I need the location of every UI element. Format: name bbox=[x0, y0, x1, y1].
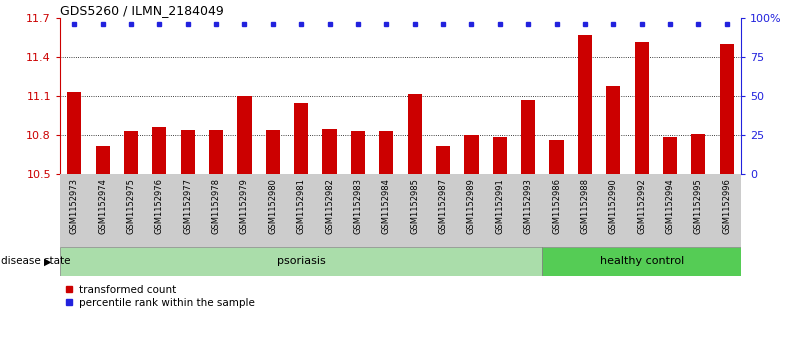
Bar bbox=[67, 92, 82, 174]
Text: GDS5260 / ILMN_2184049: GDS5260 / ILMN_2184049 bbox=[60, 4, 223, 17]
Text: GSM1152985: GSM1152985 bbox=[410, 178, 419, 234]
Text: GSM1152986: GSM1152986 bbox=[552, 178, 561, 234]
Text: GSM1152995: GSM1152995 bbox=[694, 178, 702, 234]
Bar bbox=[351, 131, 365, 174]
Text: GSM1152976: GSM1152976 bbox=[155, 178, 164, 234]
Text: psoriasis: psoriasis bbox=[277, 256, 325, 266]
Text: GSM1152987: GSM1152987 bbox=[439, 178, 448, 234]
Text: healthy control: healthy control bbox=[599, 256, 684, 266]
Text: ▶: ▶ bbox=[44, 256, 52, 266]
Bar bbox=[691, 134, 706, 174]
Bar bbox=[266, 130, 280, 174]
Text: GSM1152974: GSM1152974 bbox=[99, 178, 107, 234]
Bar bbox=[606, 86, 620, 174]
Bar bbox=[719, 44, 734, 174]
Text: GSM1152988: GSM1152988 bbox=[581, 178, 590, 234]
Bar bbox=[493, 136, 507, 174]
Bar bbox=[124, 131, 138, 174]
Text: GSM1152975: GSM1152975 bbox=[127, 178, 135, 234]
Text: GSM1152994: GSM1152994 bbox=[666, 178, 674, 234]
Bar bbox=[408, 94, 422, 174]
Text: GSM1152978: GSM1152978 bbox=[211, 178, 220, 234]
Text: GSM1152990: GSM1152990 bbox=[609, 178, 618, 234]
Text: GSM1152993: GSM1152993 bbox=[524, 178, 533, 234]
Text: GSM1152984: GSM1152984 bbox=[382, 178, 391, 234]
Bar bbox=[634, 42, 649, 174]
Text: GSM1152979: GSM1152979 bbox=[240, 178, 249, 234]
Bar bbox=[436, 146, 450, 174]
Bar bbox=[323, 129, 336, 174]
Bar bbox=[209, 130, 223, 174]
Bar bbox=[379, 131, 393, 174]
Text: GSM1152996: GSM1152996 bbox=[723, 178, 731, 234]
Text: GSM1152991: GSM1152991 bbox=[495, 178, 505, 234]
Bar bbox=[578, 35, 592, 174]
Bar bbox=[521, 100, 535, 174]
Bar bbox=[95, 146, 110, 174]
Text: GSM1152973: GSM1152973 bbox=[70, 178, 78, 234]
Bar bbox=[294, 103, 308, 174]
Bar bbox=[663, 136, 677, 174]
Text: GSM1152989: GSM1152989 bbox=[467, 178, 476, 234]
Bar bbox=[152, 127, 167, 174]
Text: GSM1152992: GSM1152992 bbox=[637, 178, 646, 234]
Text: disease state: disease state bbox=[1, 256, 70, 266]
Bar bbox=[542, 247, 741, 276]
Text: GSM1152982: GSM1152982 bbox=[325, 178, 334, 234]
Bar bbox=[237, 96, 252, 174]
Text: GSM1152981: GSM1152981 bbox=[296, 178, 306, 234]
Bar bbox=[549, 140, 564, 174]
Text: GSM1152980: GSM1152980 bbox=[268, 178, 277, 234]
Text: GSM1152983: GSM1152983 bbox=[353, 178, 362, 234]
Legend: transformed count, percentile rank within the sample: transformed count, percentile rank withi… bbox=[66, 285, 255, 308]
Text: GSM1152977: GSM1152977 bbox=[183, 178, 192, 234]
Bar bbox=[181, 130, 195, 174]
Bar bbox=[465, 135, 478, 174]
Bar bbox=[60, 247, 542, 276]
